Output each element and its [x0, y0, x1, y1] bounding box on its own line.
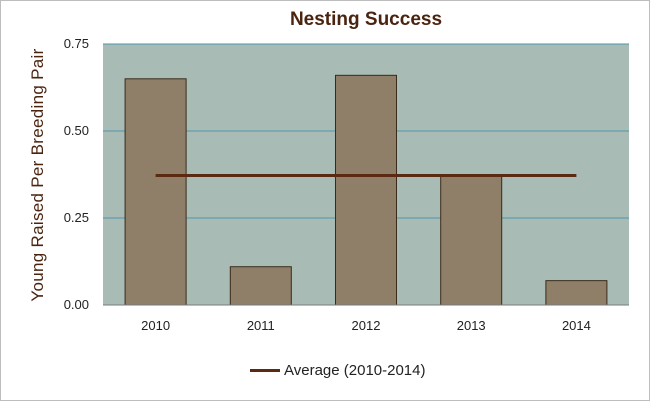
x-tick-label-2011: 2011 [247, 318, 275, 333]
legend: Average (2010-2014) [250, 360, 426, 380]
bar-2012 [334, 74, 398, 306]
bar-2013 [440, 175, 503, 306]
chart-title: Nesting Success [289, 9, 443, 30]
legend-swatch-average [250, 368, 280, 372]
y-tick-label-3: 0.75 [64, 36, 89, 51]
bar-2014 [545, 280, 608, 306]
legend-label-average: Average (2010-2014) [284, 361, 426, 379]
y-tick-label-0: 0.00 [64, 297, 89, 312]
y-tick-label-2: 0.50 [64, 123, 89, 138]
bar-2011 [229, 266, 292, 306]
y-tick-label-1: 0.25 [64, 210, 89, 225]
bar-2010 [124, 78, 187, 306]
x-tick-label-2013: 2013 [457, 318, 486, 333]
x-tick-label-2012: 2012 [352, 318, 381, 333]
x-tick-label-2014: 2014 [562, 318, 591, 333]
x-tick-label-2010: 2010 [141, 318, 170, 333]
